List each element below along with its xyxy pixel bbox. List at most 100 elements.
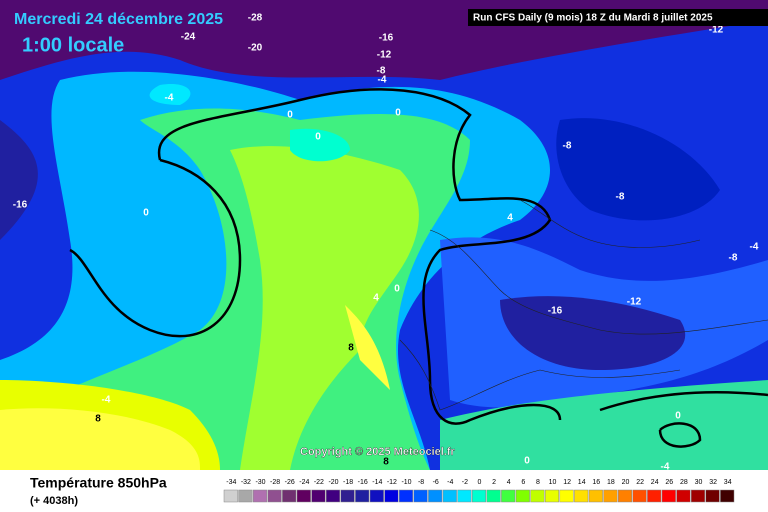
contour-label: -12 — [627, 297, 642, 308]
scale-label: -8 — [418, 479, 424, 486]
scale-label: 26 — [665, 479, 673, 486]
scale-label: 14 — [578, 479, 586, 486]
scale-label: -2 — [462, 479, 468, 486]
scale-swatch — [705, 489, 720, 503]
contour-label: -16 — [13, 200, 28, 211]
contour-label: -4 — [661, 462, 670, 473]
date-label: Mercredi 24 décembre 2025 — [14, 11, 223, 28]
scale-label: 2 — [492, 479, 496, 486]
scale-label: -6 — [433, 479, 439, 486]
run-label: Run CFS Daily (9 mois) 18 Z du Mardi 8 j… — [473, 13, 713, 24]
scale-swatch — [690, 489, 706, 503]
scale-swatch — [457, 489, 472, 503]
scale-label: 22 — [636, 479, 644, 486]
contour-label: -4 — [750, 242, 759, 253]
contour-label: -8 — [377, 66, 386, 77]
scale-label: -30 — [255, 479, 265, 486]
scale-label: -18 — [343, 479, 353, 486]
scale-swatch — [296, 489, 311, 503]
scale-label: -16 — [358, 479, 368, 486]
contour-label: 0 — [143, 208, 149, 219]
scale-swatch — [369, 489, 384, 503]
scale-label: -32 — [241, 479, 251, 486]
contour-label: -4 — [378, 75, 387, 86]
scale-swatch — [252, 489, 268, 503]
scale-label: -4 — [447, 479, 453, 486]
scale-swatch — [559, 489, 574, 503]
scale-swatch — [471, 489, 487, 503]
scale-label: 18 — [607, 479, 615, 486]
contour-label: -4 — [165, 93, 174, 104]
scale-label: 34 — [724, 479, 732, 486]
scale-swatch — [340, 489, 355, 503]
contour-label: -28 — [248, 13, 263, 24]
scale-label: -26 — [285, 479, 295, 486]
contour-label: 4 — [373, 293, 379, 304]
contour-label: 0 — [394, 284, 400, 295]
scale-label: 8 — [536, 479, 540, 486]
scale-label: 30 — [695, 479, 703, 486]
contour-label: 0 — [675, 411, 681, 422]
scale-swatch — [544, 489, 560, 503]
scale-label: -12 — [387, 479, 397, 486]
scale-swatch — [676, 489, 691, 503]
contour-label: 0 — [524, 456, 530, 467]
contour-label: -24 — [181, 32, 196, 43]
contour-label: -8 — [729, 253, 738, 264]
scale-swatch — [325, 489, 341, 503]
scale-swatch — [588, 489, 603, 503]
scale-swatch — [355, 489, 370, 503]
scale-swatch — [486, 489, 501, 503]
scale-swatch — [617, 489, 633, 503]
scale-label: -22 — [314, 479, 324, 486]
contour-label: -8 — [616, 192, 625, 203]
contour-label: -20 — [248, 43, 263, 54]
scale-swatch — [515, 489, 530, 503]
scale-swatch — [384, 489, 399, 503]
scale-label: 28 — [680, 479, 688, 486]
scale-label: -20 — [328, 479, 338, 486]
color-scale: -34 -32 -30 -28 -26 -24 -22 -20 -18 -16 -14 -12 -10-… — [223, 479, 735, 503]
scale-label: 16 — [592, 479, 600, 486]
scale-swatch — [632, 489, 647, 503]
scale-label: -10 — [401, 479, 411, 486]
scale-label: 4 — [507, 479, 511, 486]
scale-swatch — [661, 489, 676, 503]
copyright: Copyright © 2025 Meteociel.fr — [300, 446, 456, 458]
contour-label: -12 — [377, 50, 392, 61]
scale-label: 24 — [651, 479, 659, 486]
footer-lead: (+ 4038h) — [30, 495, 78, 507]
scale-label: -34 — [226, 479, 236, 486]
contour-label: 0 — [395, 108, 401, 119]
scale-swatch — [428, 489, 443, 503]
contour-label: -16 — [379, 33, 394, 44]
scale-swatch — [311, 489, 326, 503]
scale-swatch — [413, 489, 428, 503]
scale-label: -24 — [299, 479, 309, 486]
map-background — [0, 0, 768, 470]
scale-label: 12 — [563, 479, 571, 486]
scale-label: 10 — [549, 479, 557, 486]
scale-label: 32 — [709, 479, 717, 486]
contour-label: 8 — [95, 414, 101, 425]
scale-swatch — [501, 489, 516, 503]
scale-label: 0 — [478, 479, 482, 486]
scale-label: 20 — [622, 479, 630, 486]
scale-label: -14 — [372, 479, 382, 486]
contour-labels: -28-24-20-16-12-8-4-40 00-8-80-164-4-804-… — [13, 13, 759, 473]
scale-swatch — [267, 489, 282, 503]
contour-label: -8 — [563, 141, 572, 152]
contour-label: -16 — [548, 306, 563, 317]
scale-swatch — [282, 489, 297, 503]
scale-label: 6 — [521, 479, 525, 486]
scale-swatch — [603, 489, 618, 503]
contour-label: 4 — [507, 213, 513, 224]
scale-label: -28 — [270, 479, 280, 486]
scale-swatch — [574, 489, 589, 503]
scale-swatch — [647, 489, 662, 503]
contour-label: 0 — [315, 132, 321, 143]
scale-swatch — [530, 489, 545, 503]
scale-swatch — [398, 489, 414, 503]
scale-swatch — [720, 489, 735, 503]
